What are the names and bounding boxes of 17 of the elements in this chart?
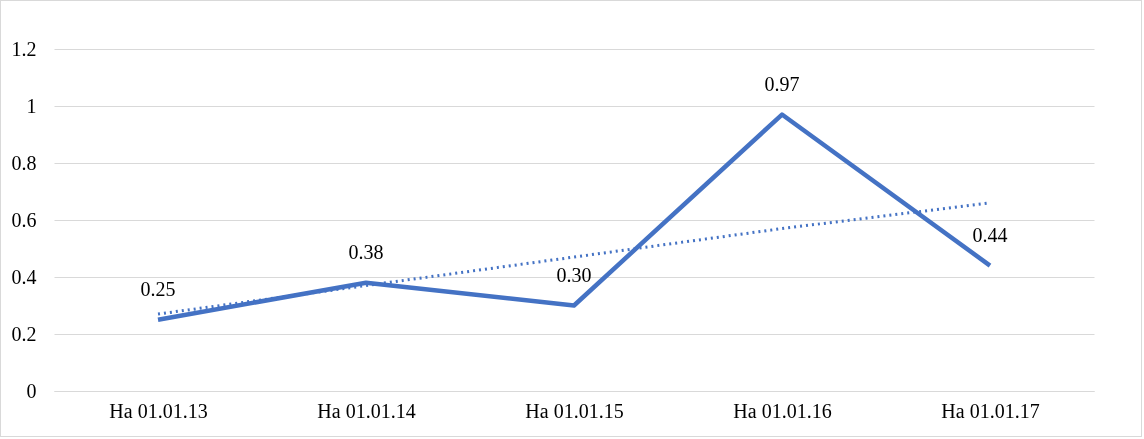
x-tick-label: На 01.01.17 <box>941 399 1040 422</box>
y-tick-label: 0.8 <box>11 151 37 174</box>
x-tick-label: На 01.01.14 <box>317 399 416 422</box>
data-label: 0.30 <box>556 263 592 286</box>
y-tick-label: 0 <box>26 379 37 402</box>
x-tick-label: На 01.01.15 <box>525 399 624 422</box>
y-tick-label: 0.2 <box>11 322 37 345</box>
data-label: 0.44 <box>972 223 1008 246</box>
y-tick-label: 1 <box>26 94 37 117</box>
data-label: 0.97 <box>764 72 800 95</box>
data-label: 0.25 <box>140 277 176 300</box>
y-tick-label: 1.2 <box>11 37 37 60</box>
y-tick-label: 0.6 <box>11 208 37 231</box>
data-label: 0.38 <box>348 240 384 263</box>
y-tick-label: 0.4 <box>11 265 37 288</box>
x-tick-label: На 01.01.16 <box>733 399 832 422</box>
x-tick-label: На 01.01.13 <box>109 399 208 422</box>
